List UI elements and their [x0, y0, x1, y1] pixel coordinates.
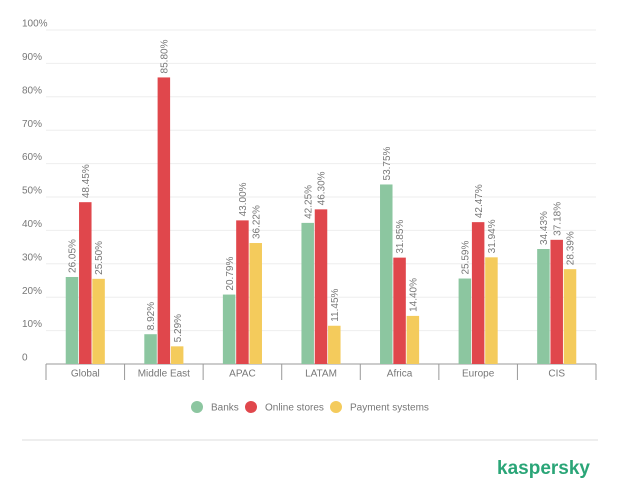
value-label: 20.79%: [225, 257, 236, 291]
value-label: 48.45%: [81, 164, 92, 198]
bar: [222, 294, 236, 364]
y-tick-label: 80%: [22, 85, 42, 96]
y-tick-label: 10%: [22, 319, 42, 330]
legend-label: Online stores: [265, 403, 324, 414]
value-label: 8.92%: [146, 302, 157, 330]
value-label: 31.85%: [395, 220, 406, 254]
value-label: 37.18%: [552, 202, 563, 236]
bar: [485, 257, 498, 364]
bar: [406, 315, 420, 364]
value-label: 42.47%: [474, 184, 485, 218]
y-tick-label: 40%: [22, 219, 42, 230]
bar: [144, 334, 157, 364]
x-tick-label: CIS: [548, 369, 565, 380]
value-label: 42.25%: [303, 185, 314, 219]
value-label: 14.40%: [409, 278, 420, 312]
legend-swatch: [191, 401, 203, 413]
bar: [65, 276, 79, 364]
bar: [314, 209, 328, 364]
y-tick-label: 60%: [22, 152, 42, 163]
x-tick-label: LATAM: [305, 369, 337, 380]
logo: kaspersky: [497, 458, 590, 479]
value-label: 25.50%: [94, 241, 105, 275]
value-label: 85.80%: [159, 39, 170, 73]
value-label: 36.22%: [251, 205, 262, 239]
bar: [301, 222, 314, 364]
value-label: 26.05%: [68, 239, 79, 273]
y-tick-label: 20%: [22, 286, 42, 297]
value-label: 28.39%: [566, 231, 577, 265]
y-tick-label: 30%: [22, 252, 42, 263]
value-label: 46.30%: [317, 171, 328, 205]
x-tick-label: Africa: [387, 369, 413, 380]
y-tick-label: 90%: [22, 52, 42, 63]
bar: [79, 202, 92, 364]
x-tick-label: APAC: [229, 369, 256, 380]
x-tick-label: Middle East: [138, 369, 190, 380]
bar: [249, 243, 262, 364]
value-label: 5.29%: [173, 314, 184, 342]
bar: [550, 239, 563, 364]
value-label: 25.59%: [460, 241, 471, 275]
legend-swatch: [245, 401, 257, 413]
value-label: 31.94%: [487, 219, 498, 253]
bar: [328, 325, 341, 364]
bar: [236, 220, 249, 364]
y-tick-label: 50%: [22, 186, 42, 197]
bar: [157, 77, 171, 364]
y-tick-label: 70%: [22, 119, 42, 130]
bar: [458, 278, 472, 364]
x-tick-label: Europe: [462, 369, 495, 380]
legend-label: Payment systems: [350, 403, 429, 414]
y-tick-label: 0: [22, 353, 28, 364]
value-label: 34.43%: [539, 211, 550, 245]
bar: [380, 184, 393, 364]
bar: [170, 346, 184, 364]
bar: [563, 269, 577, 364]
value-label: 53.75%: [382, 146, 393, 180]
bar: [393, 257, 406, 364]
value-label: 11.45%: [330, 288, 341, 321]
bar: [92, 278, 105, 364]
bar: [537, 249, 550, 364]
legend-swatch: [330, 401, 342, 413]
value-label: 43.00%: [238, 182, 249, 216]
bar: [471, 222, 485, 364]
y-tick-label: 100%: [22, 19, 48, 30]
x-tick-label: Global: [71, 369, 100, 380]
legend-label: Banks: [211, 403, 239, 414]
